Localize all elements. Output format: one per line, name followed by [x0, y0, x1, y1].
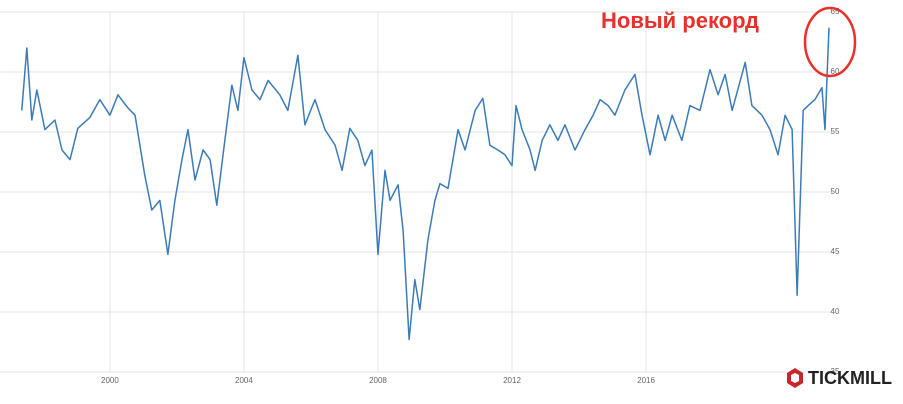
x-tick-label: 2004 — [235, 376, 253, 385]
x-tick-label: 2012 — [503, 376, 521, 385]
x-tick-label: 2008 — [369, 376, 387, 385]
y-tick-label: 35 — [831, 367, 840, 376]
x-tick-label: 2016 — [637, 376, 655, 385]
y-tick-label: 45 — [831, 247, 840, 256]
y-tick-label: 55 — [831, 127, 840, 136]
data-line — [21, 27, 830, 341]
highlight-ellipse — [803, 6, 857, 78]
y-tick-label: 50 — [831, 187, 840, 196]
logo-icon-inner — [791, 373, 799, 383]
y-tick-label: 40 — [831, 307, 840, 316]
logo: TICKMILL — [787, 368, 892, 388]
x-tick-label: 2000 — [101, 376, 119, 385]
logo-text: TICKMILL — [808, 368, 892, 388]
y-tick-label: 65 — [831, 7, 840, 16]
y-tick-label: 60 — [831, 67, 840, 76]
annotation: Новый рекорд — [601, 8, 759, 33]
